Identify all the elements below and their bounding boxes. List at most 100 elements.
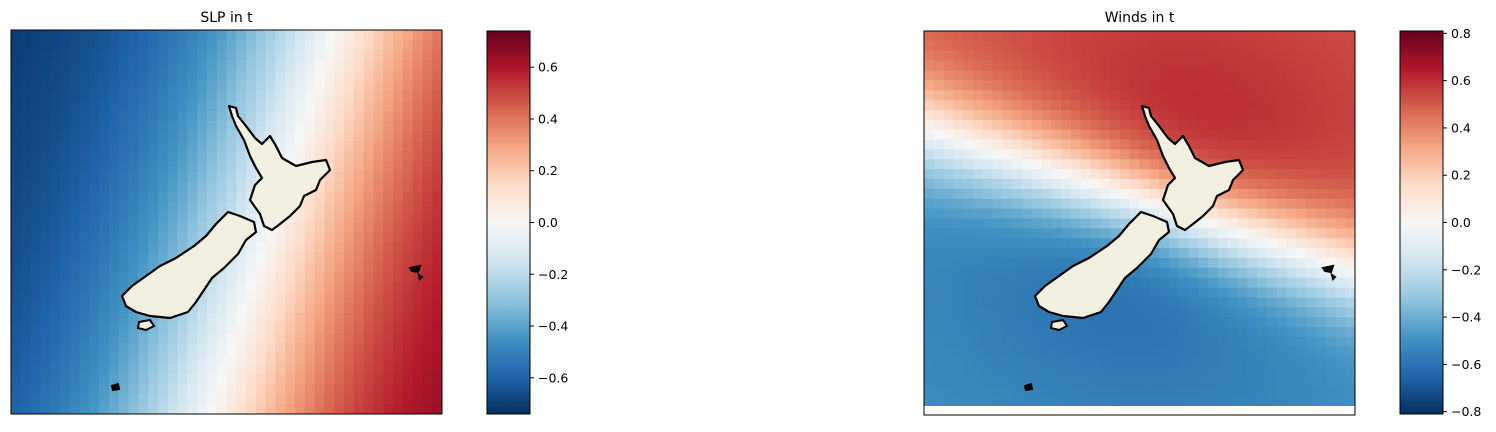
heatmap-cell	[197, 70, 208, 82]
heatmap-cell	[304, 323, 316, 334]
heatmap-cell	[138, 161, 149, 173]
heatmap-cell	[1247, 248, 1258, 259]
heatmap-cell	[393, 131, 404, 142]
heatmap-cell	[953, 208, 964, 220]
heatmap-cell	[432, 201, 442, 213]
heatmap-cell	[177, 171, 188, 183]
heatmap-cell	[265, 90, 277, 102]
heatmap-cell	[1276, 277, 1288, 289]
heatmap-cell	[50, 373, 61, 385]
heatmap-cell	[148, 383, 159, 395]
heatmap-cell	[353, 100, 365, 112]
heatmap-cell	[1002, 356, 1013, 368]
heatmap-cell	[1306, 327, 1317, 338]
heatmap-cell	[40, 292, 51, 304]
heatmap-cell	[1119, 100, 1131, 111]
heatmap-cell	[30, 222, 41, 233]
heatmap-cell	[1178, 60, 1190, 72]
heatmap-cell	[1345, 277, 1355, 289]
heatmap-cell	[79, 110, 90, 122]
heatmap-cell	[1276, 80, 1288, 91]
heatmap-cell	[197, 191, 208, 203]
panel-winds: Winds in t 0.80.60.40.20.0−0.2−0.4−0.6−0…	[923, 10, 1481, 419]
heatmap-cell	[373, 60, 384, 72]
heatmap-cell	[353, 343, 365, 354]
heatmap-cell	[1149, 50, 1160, 62]
heatmap-cell	[1198, 396, 1209, 406]
heatmap-cell	[383, 161, 394, 173]
heatmap-cell	[295, 292, 306, 304]
heatmap-cell	[1051, 100, 1062, 111]
heatmap-cell	[285, 60, 296, 72]
heatmap-cell	[1100, 149, 1111, 160]
heatmap-cell	[1247, 307, 1258, 318]
heatmap-cell	[1286, 307, 1297, 318]
heatmap-cell	[118, 403, 130, 414]
heatmap-cell	[30, 70, 41, 82]
heatmap-cell	[1198, 346, 1209, 358]
heatmap-cell	[972, 277, 984, 289]
heatmap-cell	[1070, 396, 1082, 406]
heatmap-cell	[197, 151, 208, 162]
heatmap-cell	[1276, 169, 1288, 180]
heatmap-cell	[167, 211, 179, 223]
heatmap-cell	[1335, 169, 1346, 180]
heatmap-cell	[992, 376, 1003, 387]
heatmap-cell	[1345, 208, 1355, 220]
heatmap-cell	[1090, 109, 1101, 121]
heatmap-cell	[226, 201, 237, 213]
heatmap-cell	[138, 181, 149, 193]
heatmap-cell	[1031, 257, 1043, 269]
heatmap-cell	[1276, 356, 1288, 368]
heatmap-cell	[304, 191, 316, 203]
heatmap-cell	[1237, 327, 1248, 338]
heatmap-cell	[138, 232, 149, 243]
heatmap-cell	[1247, 119, 1258, 131]
heatmap-cell	[1208, 228, 1219, 239]
heatmap-cell	[206, 201, 218, 213]
heatmap-cell	[1325, 386, 1337, 397]
heatmap-cell	[1051, 40, 1062, 52]
heatmap-cell	[363, 161, 375, 173]
heatmap-cell	[148, 353, 159, 365]
heatmap-cell	[1061, 257, 1072, 269]
heatmap-cell	[255, 50, 267, 61]
heatmap-cell	[1119, 376, 1131, 387]
heatmap-cell	[1325, 257, 1337, 269]
heatmap-cell	[138, 171, 149, 183]
heatmap-cell	[246, 343, 257, 354]
heatmap-cell	[1345, 238, 1355, 249]
heatmap-cell	[1178, 297, 1190, 308]
heatmap-cell	[1139, 267, 1150, 279]
heatmap-cell	[1031, 218, 1043, 229]
heatmap-cell	[1031, 248, 1043, 259]
heatmap-cell	[943, 287, 954, 299]
heatmap-cell	[334, 403, 345, 414]
heatmap-cell	[304, 353, 316, 365]
heatmap-cell	[216, 131, 228, 142]
heatmap-cell	[402, 131, 414, 142]
heatmap-cell	[1021, 346, 1033, 358]
heatmap-cell	[1168, 287, 1180, 299]
heatmap-cell	[40, 90, 51, 102]
heatmap-cell	[992, 70, 1003, 81]
heatmap-cell	[50, 262, 61, 274]
heatmap-cell	[933, 169, 945, 180]
heatmap-cell	[285, 272, 296, 284]
heatmap-cell	[1198, 307, 1209, 318]
heatmap-cell	[1139, 50, 1150, 62]
heatmap-cell	[50, 120, 61, 132]
heatmap-cell	[992, 198, 1003, 210]
heatmap-cell	[1286, 159, 1297, 170]
heatmap-cell	[1129, 40, 1141, 52]
heatmap-cell	[1335, 198, 1346, 210]
heatmap-cell	[226, 262, 237, 274]
heatmap-cell	[167, 181, 179, 193]
heatmap-cell	[924, 119, 935, 131]
heatmap-cell	[393, 353, 404, 365]
heatmap-cell	[1286, 129, 1297, 141]
heatmap-cell	[167, 393, 179, 405]
heatmap-cell	[11, 403, 22, 414]
heatmap-cell	[1178, 129, 1190, 141]
heatmap-cell	[324, 222, 335, 233]
